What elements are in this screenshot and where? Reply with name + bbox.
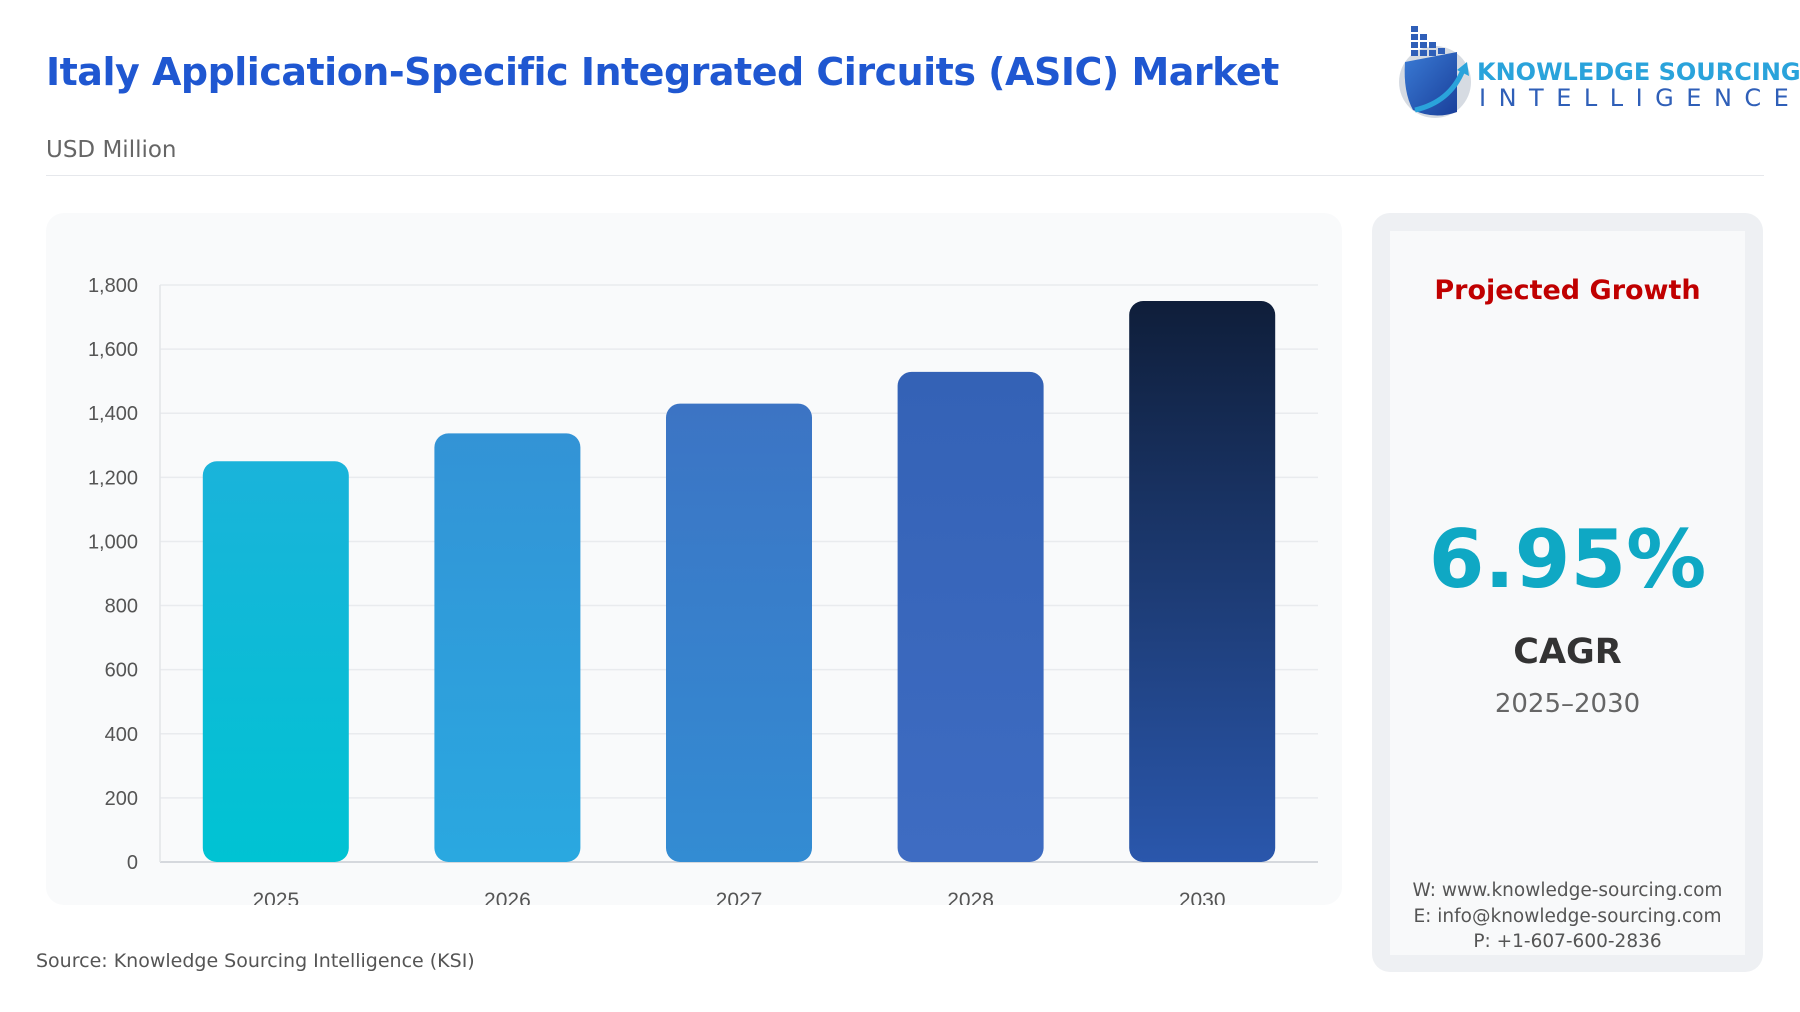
source-note: Source: Knowledge Sourcing Intelligence … [36, 950, 475, 972]
x-tick-label: 2027 [716, 889, 763, 905]
y-tick-label: 200 [105, 788, 138, 810]
cagr-label: CAGR [1513, 632, 1622, 672]
logo-text-line1: KNOWLEDGE SOURCING [1477, 58, 1800, 86]
projected-growth-heading: Projected Growth [1434, 275, 1701, 306]
y-tick-label: 1,400 [88, 403, 138, 425]
ksi-logo: KNOWLEDGE SOURCING INTELLIGENCE [1395, 22, 1800, 120]
y-tick-label: 1,800 [88, 275, 138, 297]
growth-panel: Projected Growth 6.95% CAGR 2025–2030 W:… [1372, 213, 1763, 972]
y-tick-label: 1,000 [88, 531, 138, 553]
y-tick-label: 1,200 [88, 467, 138, 489]
bar-2030 [1129, 301, 1276, 862]
cagr-period: 2025–2030 [1494, 689, 1641, 719]
bar-2027 [666, 403, 812, 862]
y-tick-label: 600 [105, 660, 138, 682]
x-tick-label: 2030 [1179, 889, 1226, 905]
bar-2025 [202, 461, 349, 862]
y-tick-label: 800 [105, 596, 138, 618]
contact-phone: P: +1-607-600-2836 [1473, 931, 1662, 952]
chart-card: 0 200 400 600 800 1,000 1,200 1,400 1,600 1,800 20… [46, 213, 1342, 905]
bar-2028 [897, 371, 1044, 862]
contact-website[interactable]: W: www.knowledge-sourcing.com [1412, 880, 1723, 901]
unit-label: USD Million [46, 137, 177, 163]
page-title: Italy Application-Specific Integrated Ci… [46, 50, 1279, 94]
logo-text-line2: INTELLIGENCE [1479, 84, 1800, 112]
y-tick-label: 400 [105, 724, 138, 746]
x-tick-label: 2028 [947, 889, 994, 905]
logo-globe-icon [1399, 26, 1471, 118]
y-tick-label: 0 [127, 852, 138, 874]
bar-chart: 0 200 400 600 800 1,000 1,200 1,400 1,600 1,800 20… [88, 275, 1318, 905]
x-tick-label: 2025 [252, 889, 299, 905]
contact-email[interactable]: E: info@knowledge-sourcing.com [1413, 906, 1722, 927]
bar-2026 [434, 433, 581, 862]
y-tick-label: 1,600 [88, 339, 138, 361]
cagr-value: 6.95% [1428, 513, 1707, 606]
divider [46, 175, 1764, 176]
x-tick-label: 2026 [484, 889, 531, 905]
